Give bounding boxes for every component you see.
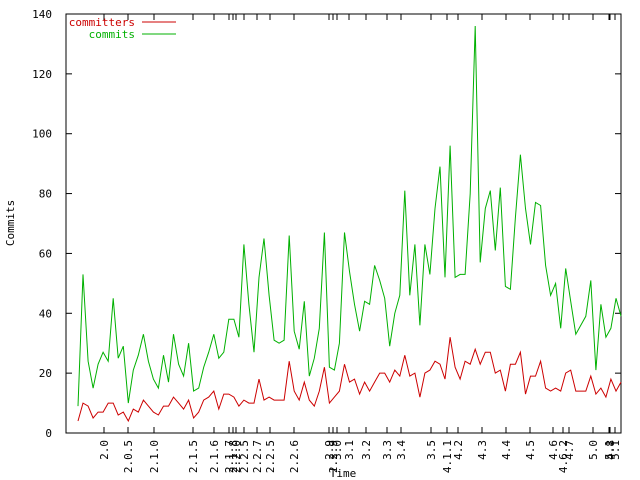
x-tick-label: 2.1.8 [227,440,240,473]
plot-border [65,13,622,434]
x-tick-label: 5.1 [603,440,616,460]
y-tick-label: 20 [39,367,52,380]
y-tick-label: 120 [32,68,52,81]
x-tick-label: 3.3 [381,440,394,460]
x-tick-label: 5.0 [587,440,600,460]
x-tick-label: 4.1.1 [441,440,454,473]
x-tick-label: 4.8 [604,440,617,460]
x-tick-label: 3.5 [425,440,438,460]
x-tick-label: 3.0 [331,440,344,460]
x-tick-label: 2.2.5 [238,440,251,473]
x-tick-label: 3.1 [343,440,356,460]
x-tick-label: 2.2.5 [264,440,277,473]
series-line-committers [77,337,622,423]
x-axis: 2.0 2.0.5 2.1.0 2.1.5 2.1.6 2.1.72.1.82.2.02.… [98,14,622,473]
legend-label-commits: commits [89,28,135,41]
x-tick-label: 4.2 [452,440,465,460]
x-tick-label: 2.1.6 [208,440,221,473]
y-tick-label: 60 [39,247,52,260]
y-tick-label: 140 [32,8,52,21]
x-tick-label: 2.1.5 [187,440,200,473]
x-tick-label: 4.6.2 [557,440,570,473]
x-tick-label: 2.9 [323,440,336,460]
x-tick-label: 2.2.9 [327,440,340,473]
x-tick-label: 4.6 [547,440,560,460]
x-tick-label: 3.2 [360,440,373,460]
series-layer [77,25,622,423]
x-tick-label: 3.4 [395,440,408,460]
x-tick-label: 2.2.6 [288,440,301,473]
x-tick-label: 4.3 [476,440,489,460]
x-axis-label: Time [330,467,357,480]
legend: committers commits [69,16,176,41]
y-tick-label: 80 [39,188,52,201]
y-tick-label: 100 [32,128,52,141]
x-tick-label: 4.4 [500,440,513,460]
x-tick-label: 2.1.0 [148,440,161,473]
x-tick-label: 4.5 [524,440,537,460]
y-tick-label: 0 [45,427,52,440]
x-tick-label: 2.2.0 [230,440,243,473]
x-tick-label: 2.1.7 [223,440,236,473]
y-axis-label: Commits [4,200,17,246]
x-tick-label: 4.7 [563,440,576,460]
y-tick-label: 40 [39,307,52,320]
x-tick-label: 2.0 [98,440,111,460]
x-tick-label: 5.1 [609,440,622,460]
series-line-commits [77,25,622,407]
x-tick-label: 2.2.7 [251,440,264,473]
y-axis: 0 20 40 60 80 100 120 140 [32,8,621,440]
x-tick-label: 2.0.5 [122,440,135,473]
legend-label-committers: committers [69,16,135,29]
